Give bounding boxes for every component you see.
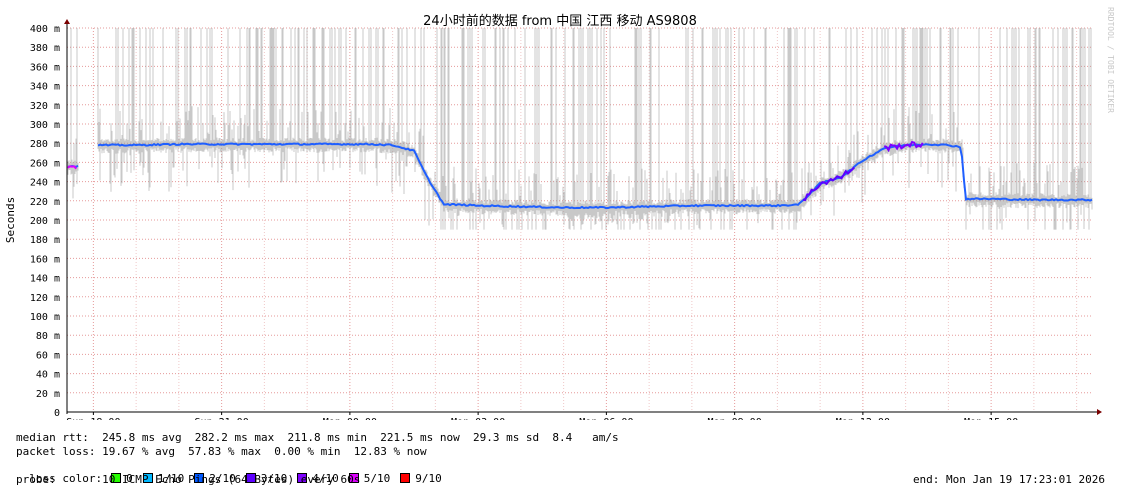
y-tick-label: 360 m (30, 62, 60, 73)
y-tick-label: 40 m (36, 370, 60, 381)
loss-color-swatch (245, 473, 256, 483)
x-tick-labels: Sun 18:00 Sun 21:00 Mon 00:00 Mon 03:00 Mon … (66, 417, 1018, 420)
loss-color-swatch (348, 473, 359, 483)
y-tick-label: 320 m (30, 101, 60, 112)
y-tick-label: 60 m (36, 350, 60, 361)
loss-color-item: 9/10 (400, 472, 442, 485)
y-tick-label: 280 m (30, 139, 60, 150)
loss-color-swatch (297, 473, 308, 483)
y-tick-labels: 0 20 m 40 m 60 m 80 m 100 m 120 m 140 m 160 m 180… (30, 24, 60, 419)
x-tick-label: Mon 03:00 (451, 417, 505, 420)
loss-segment (802, 166, 856, 202)
watermark-text: RRDTOOL / TOBI OETIKER (1106, 7, 1115, 113)
x-tick-label: Mon 00:00 (323, 417, 377, 420)
x-tick-label: Mon 06:00 (579, 417, 633, 420)
y-tick-label: 260 m (30, 158, 60, 169)
x-tick-label: Mon 15:00 (964, 417, 1018, 420)
y-tick-label: 80 m (36, 331, 60, 342)
loss-color-value: 3/10 (260, 472, 288, 485)
x-tick-label: Sun 18:00 (66, 417, 120, 420)
x-tick-label: Mon 12:00 (836, 417, 890, 420)
y-tick-label: 380 m (30, 43, 60, 54)
loss-segment (883, 140, 924, 153)
loss-color-value: 4/10 (312, 472, 339, 485)
x-tick-label: Sun 21:00 (195, 417, 249, 420)
loss-color-item: 3/10 (245, 472, 288, 485)
loss-color-item: 5/10 (348, 472, 391, 485)
y-tick-label: 220 m (30, 197, 60, 208)
loss-segment (67, 165, 78, 170)
axes (64, 19, 1102, 415)
y-tick-label: 120 m (30, 293, 60, 304)
y-tick-label: 20 m (36, 389, 60, 400)
loss-color-swatch (142, 473, 153, 483)
y-tick-label: 0 (54, 408, 60, 419)
loss-color-item: 1/10 (142, 472, 185, 485)
loss-color-value: 5/10 (363, 472, 391, 485)
loss-color-swatch (194, 473, 205, 483)
y-tick-label: 180 m (30, 235, 60, 246)
grid-lines (67, 27, 1093, 413)
end-time: end: Mon Jan 19 17:23:01 2026 (912, 473, 1105, 486)
rtt-chart: 24小时前的数据 from 中国 江西 移动 AS9808 Seconds RR… (4, 7, 1115, 420)
probe-row: probe: 10 ICMP Echo Pings (64 Bytes) eve… (16, 473, 361, 486)
packet-loss-row: packet loss: 19.67 % avg 57.83 % max 0.0… (16, 445, 427, 458)
median-line (67, 140, 1093, 210)
y-tick-label: 100 m (30, 312, 60, 323)
loss-color-swatch (111, 473, 122, 483)
loss-color-value: 2/10 (209, 472, 236, 485)
y-tick-label: 160 m (30, 254, 60, 265)
median-rtt-line (97, 142, 1093, 210)
loss-color-value: 0 (126, 472, 133, 485)
loss-color-label: loss color: (29, 472, 103, 485)
loss-color-legend: 0 1/10 2/10 3/10 4/10 5/10 9/10 (111, 472, 452, 485)
chart-title: 24小时前的数据 from 中国 江西 移动 AS9808 (423, 13, 697, 29)
y-tick-label: 340 m (30, 82, 60, 93)
y-tick-label: 140 m (30, 274, 60, 285)
x-tick-label: Mon 09:00 (708, 417, 762, 420)
y-tick-label: 240 m (30, 178, 60, 189)
loss-color-row: loss color: 0 1/10 2/10 3/10 4/10 5/10 9/10 (16, 459, 452, 485)
y-tick-label: 400 m (30, 24, 60, 35)
loss-color-swatch (400, 473, 411, 483)
smoke-band (67, 28, 1093, 230)
loss-color-value: 9/10 (415, 472, 442, 485)
loss-color-item: 2/10 (194, 472, 236, 485)
y-tick-label: 300 m (30, 120, 60, 131)
rtt-stats-row: median rtt: 245.8 ms avg 282.2 ms max 21… (16, 431, 619, 444)
y-tick-label: 200 m (30, 216, 60, 227)
loss-color-item: 4/10 (297, 472, 339, 485)
loss-color-value: 1/10 (157, 472, 185, 485)
x-axis-arrow (1097, 409, 1102, 415)
y-axis-arrow (64, 19, 70, 24)
loss-color-item: 0 (111, 472, 133, 485)
y-axis-label: Seconds (4, 197, 17, 243)
